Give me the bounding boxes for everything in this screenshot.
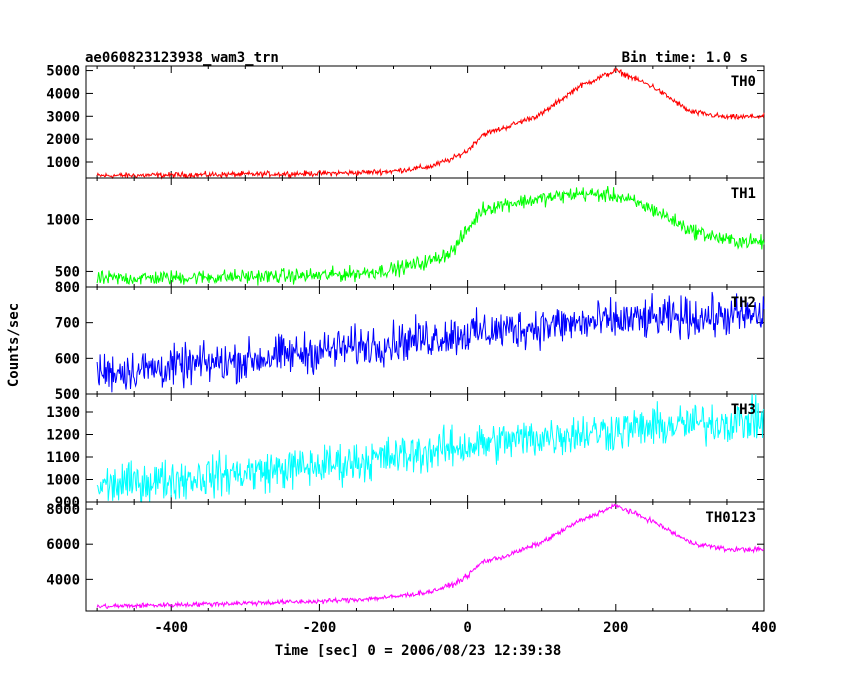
panel-label: TH1 xyxy=(731,186,756,202)
y-tick-label: 8000 xyxy=(46,502,80,518)
y-tick-label: 1000 xyxy=(46,155,80,171)
x-axis-label: Time [sec] 0 = 2006/08/23 12:39:38 xyxy=(275,643,562,659)
series-line-th1 xyxy=(96,186,765,286)
series-line-th0123 xyxy=(96,502,765,610)
panel-label: TH0123 xyxy=(705,510,756,526)
y-tick-label: 500 xyxy=(55,264,80,280)
x-tick-label: -400 xyxy=(154,620,188,636)
x-tick-label: -200 xyxy=(303,620,337,636)
panel-label: TH0 xyxy=(731,74,756,90)
y-tick-label: 700 xyxy=(55,316,80,332)
y-tick-label: 1100 xyxy=(46,450,80,466)
y-tick-label: 600 xyxy=(55,351,80,367)
x-tick-label: 200 xyxy=(603,620,628,636)
y-tick-label: 6000 xyxy=(46,537,80,553)
y-tick-label: 800 xyxy=(55,280,80,296)
x-tick-label: 400 xyxy=(751,620,776,636)
bin-time-label: Bin time: 1.0 s xyxy=(622,50,748,66)
chart-title: ae060823123938_wam3_trn xyxy=(85,50,279,66)
y-tick-label: 4000 xyxy=(46,572,80,588)
panel-label: TH2 xyxy=(731,295,756,311)
y-tick-label: 3000 xyxy=(46,109,80,125)
y-tick-label: 500 xyxy=(55,387,80,403)
y-tick-label: 2000 xyxy=(46,132,80,148)
panels-group: 10002000300040005000TH05001000TH15006007… xyxy=(46,64,776,636)
panel-frame xyxy=(85,393,765,503)
series-line-th2 xyxy=(96,291,765,393)
y-tick-label: 1000 xyxy=(46,213,80,229)
y-tick-label: 1300 xyxy=(46,405,80,421)
y-tick-label: 4000 xyxy=(46,86,80,102)
series-line-th0 xyxy=(96,67,765,180)
y-tick-label: 5000 xyxy=(46,64,80,80)
y-tick-label: 900 xyxy=(55,495,80,511)
panel-frame xyxy=(85,65,765,179)
x-tick-label: 0 xyxy=(463,620,471,636)
y-tick-label: 1000 xyxy=(46,473,80,489)
y-tick-label: 1200 xyxy=(46,428,80,444)
series-line-th3 xyxy=(96,393,765,503)
y-axis-label: Counts/sec xyxy=(6,303,22,387)
panel-frame xyxy=(85,501,765,612)
panel-frame xyxy=(85,177,765,288)
panel-label: TH3 xyxy=(731,402,756,418)
